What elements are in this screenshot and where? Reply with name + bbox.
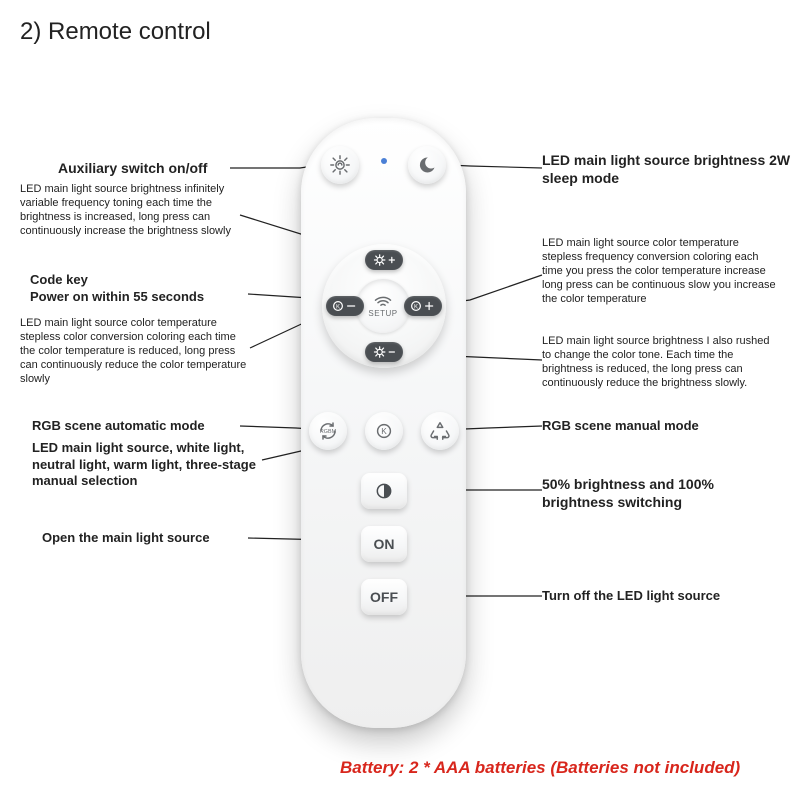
indicator-led: [381, 158, 387, 164]
off-button[interactable]: OFF: [361, 579, 407, 615]
bulb-rays-icon: [329, 154, 351, 176]
color-temp-toggle-button[interactable]: K: [365, 412, 403, 450]
ck-minus-icon: K: [330, 299, 360, 313]
callout-label: RGB scene automatic mode: [32, 418, 205, 435]
battery-note: Battery: 2 * AAA batteries (Batteries no…: [340, 758, 740, 778]
callout-label: Turn off the LED light source: [542, 588, 720, 605]
rgb-auto-button[interactable]: RGBM: [309, 412, 347, 450]
off-label: OFF: [370, 589, 398, 605]
brightness-minus-icon: [371, 345, 397, 359]
callout-label: LED main light source, white light, neut…: [32, 440, 262, 490]
on-label: ON: [374, 536, 395, 552]
svg-text:K: K: [381, 427, 387, 436]
brightness-up-button[interactable]: [365, 250, 403, 270]
setup-label: SETUP: [368, 309, 397, 318]
svg-text:K: K: [336, 304, 340, 311]
callout-label: LED main light source color temperature …: [20, 316, 250, 386]
callout-label: 50% brightness and 100% brightness switc…: [542, 476, 782, 512]
svg-text:K: K: [414, 304, 418, 311]
section-title: 2) Remote control: [20, 18, 211, 46]
setup-button[interactable]: SETUP: [356, 279, 410, 333]
brightness-plus-icon: [371, 253, 397, 267]
callout-label: Auxiliary switch on/off: [58, 160, 207, 178]
wifi-icon: [373, 294, 393, 308]
callout-label: LED main light source brightness 2W slee…: [542, 152, 792, 188]
callout-label: Code key Power on within 55 seconds: [30, 272, 204, 305]
color-temp-up-button[interactable]: K: [404, 296, 442, 316]
half-circle-icon: [374, 481, 394, 501]
moon-icon: [417, 155, 437, 175]
brightness-toggle-button[interactable]: [361, 473, 407, 509]
color-temp-down-button[interactable]: K: [326, 296, 364, 316]
callout-label: LED main light source brightness infinit…: [20, 182, 240, 238]
rgbm-label: RGBM: [320, 429, 337, 435]
rgbm-cycle-icon: RGBM: [316, 419, 340, 443]
on-button[interactable]: ON: [361, 526, 407, 562]
sleep-mode-button[interactable]: [408, 146, 446, 184]
callout-label: Open the main light source: [42, 530, 210, 547]
recycle-icon: [429, 420, 451, 442]
ck-icon: K: [373, 420, 395, 442]
callout-label: RGB scene manual mode: [542, 418, 699, 435]
callout-label: LED main light source color temperature …: [542, 236, 780, 306]
callout-label: LED main light source brightness I also …: [542, 334, 780, 390]
brightness-down-button[interactable]: [365, 342, 403, 362]
rgb-manual-button[interactable]: [421, 412, 459, 450]
ck-plus-icon: K: [408, 299, 438, 313]
aux-switch-button[interactable]: [321, 146, 359, 184]
